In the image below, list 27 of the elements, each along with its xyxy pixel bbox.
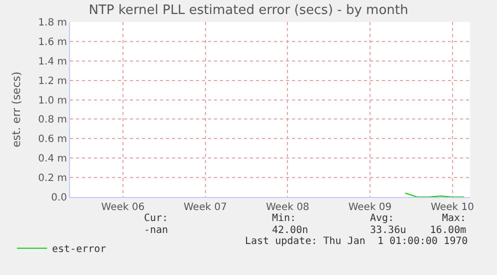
text: -nan: [144, 225, 168, 236]
legend-label: est-error: [52, 244, 106, 256]
y-axis-title: est. err (secs): [10, 72, 23, 148]
y-tick-label: 0.6 m: [38, 134, 67, 146]
y-tick-label: 1.0 m: [38, 95, 67, 106]
x-tick-label: Week 09: [348, 202, 392, 213]
y-tick-label: 1.8 m: [38, 18, 67, 28]
text: 16.00m: [430, 225, 466, 236]
y-tick-label: 0.4 m: [38, 154, 67, 165]
text: Cur:: [144, 213, 168, 224]
x-tick-label: Week 10: [430, 202, 474, 213]
y-tick-label: 1.4 m: [38, 56, 67, 68]
y-tick-label: 0.2 m: [38, 173, 67, 184]
x-tick-label: Week 06: [101, 202, 145, 213]
y-tick-label: 0.0: [51, 192, 67, 204]
text: Last update: Thu Jan 1 01:00:00 1970: [245, 236, 468, 247]
text: Min:: [272, 213, 296, 224]
y-tick-label: 1.2 m: [38, 76, 67, 87]
x-tick-label: Week 07: [184, 202, 227, 213]
y-tick-label: 0.8 m: [38, 114, 67, 126]
text: Avg:: [370, 213, 394, 224]
y-tick-label: 1.6 m: [38, 36, 67, 48]
x-tick-label: Week 08: [266, 202, 310, 213]
text: Max:: [442, 213, 466, 224]
text: 33.36u: [370, 225, 406, 236]
text: 42.00n: [272, 225, 308, 236]
chart-title: NTP kernel PLL estimated error (secs) - by month: [88, 3, 408, 18]
